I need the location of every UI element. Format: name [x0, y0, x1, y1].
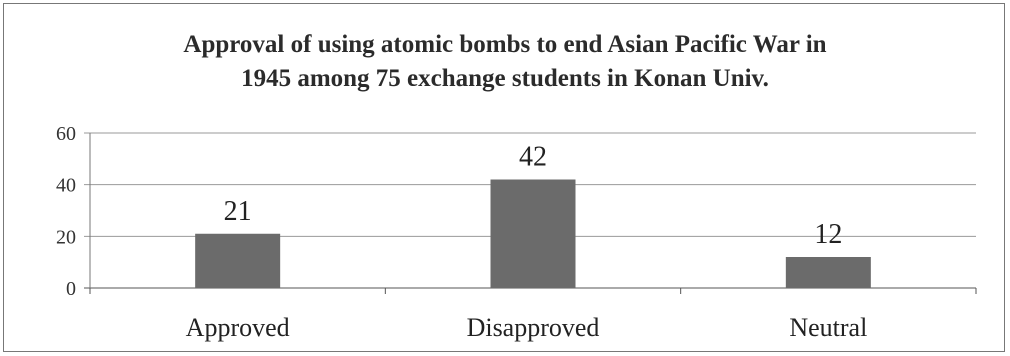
y-tick-label: 0	[66, 278, 76, 300]
chart-title-line-2: 1945 among 75 exchange students in Konan…	[241, 65, 769, 92]
x-category-label-neutral: Neutral	[789, 313, 867, 342]
chart-title: Approval of using atomic bombs to end As…	[0, 28, 1010, 96]
data-label-approved: 21	[224, 196, 252, 227]
data-label-neutral: 12	[814, 219, 842, 250]
y-tick-label: 40	[56, 175, 76, 197]
bar-neutral	[785, 257, 871, 288]
chart-title-line-1: Approval of using atomic bombs to end As…	[183, 31, 827, 58]
x-category-label-approved: Approved	[186, 313, 290, 342]
bars	[195, 179, 871, 288]
bar-disapproved	[490, 179, 576, 288]
data-label-disapproved: 42	[519, 142, 547, 173]
axes	[89, 133, 977, 294]
y-tick-label: 20	[56, 226, 76, 248]
x-category-label-disapproved: Disapproved	[467, 313, 600, 342]
labels: 0 20 40 60 21 Approved 42 Disapproved 12 Neutral	[56, 123, 867, 342]
bar-approved	[195, 233, 281, 288]
y-tick-label: 60	[56, 123, 76, 145]
chart-frame	[3, 3, 1005, 352]
